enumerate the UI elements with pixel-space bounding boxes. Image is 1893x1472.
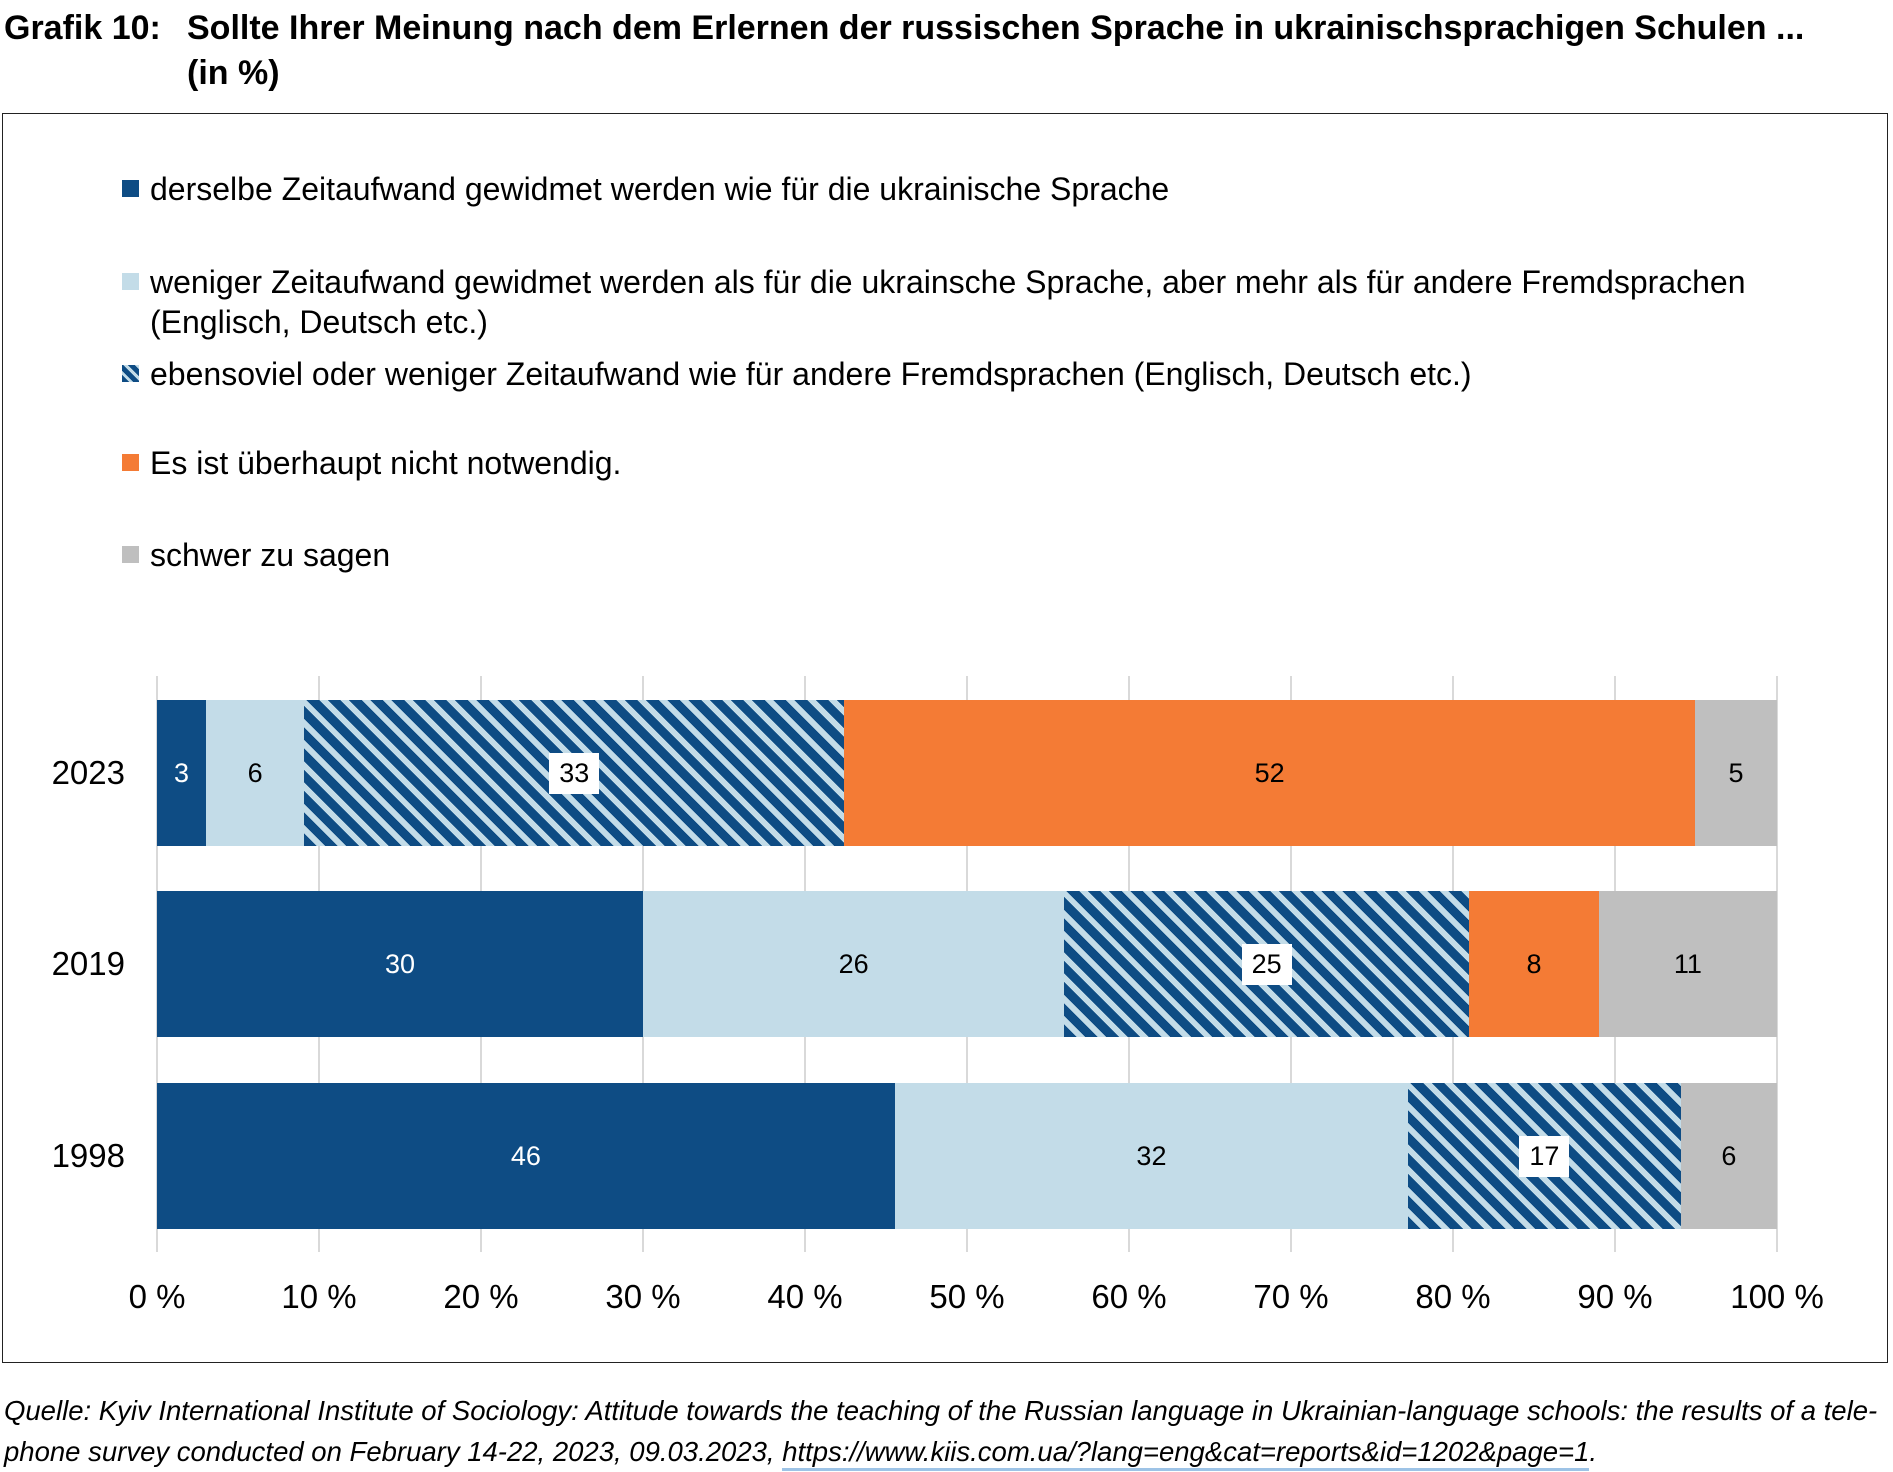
bar-segment: 11: [1598, 891, 1777, 1037]
bar-value-label: 26: [838, 948, 869, 979]
x-tick-label: 50 %: [929, 1278, 1005, 1315]
x-tick-label: 100 %: [1730, 1278, 1824, 1315]
bar-value-label: 3: [174, 757, 190, 788]
bar-value-label: 30: [384, 948, 416, 979]
bar-value-label: 32: [1136, 1140, 1167, 1171]
legend-swatch-solid: [122, 454, 139, 471]
bar-segment: 46: [157, 1083, 895, 1229]
gridline: [1776, 676, 1778, 1252]
bar-value-label: 5: [1728, 757, 1744, 788]
bar-segment: 5: [1695, 700, 1777, 846]
bar-value-label: 25: [1241, 943, 1292, 985]
source-period: .: [1589, 1436, 1598, 1467]
x-tick-label: 0 %: [128, 1278, 186, 1315]
figure-title-line1: Sollte Ihrer Meinung nach dem Erlernen d…: [187, 9, 1805, 47]
bar-segment: 52: [844, 700, 1696, 846]
bar-value-label: 33: [549, 752, 600, 794]
legend-label: schwer zu sagen: [150, 537, 391, 573]
bar-segment: 17: [1408, 1083, 1681, 1229]
x-tick-label: 20 %: [443, 1278, 519, 1315]
category-label: 2019: [51, 945, 125, 982]
figure-title-line2: (in %): [187, 54, 280, 92]
source-text-line1: Quelle: Kyiv International Institute of …: [4, 1395, 1878, 1426]
x-tick-label: 70 %: [1253, 1278, 1329, 1315]
bar-row: 3 6 33 52 5: [157, 700, 1777, 846]
source-citation: Quelle: Kyiv International Institute of …: [4, 1390, 1890, 1472]
bar-value-label: 6: [247, 757, 263, 788]
bar-row: 30 26 25 8 11: [157, 891, 1777, 1037]
legend-item: ebensoviel oder weniger Zeitaufwand wie …: [122, 354, 1812, 394]
x-tick-label: 90 %: [1577, 1278, 1653, 1315]
bar-segment: 3: [157, 700, 207, 846]
legend-item: Es ist überhaupt nicht notwendig.: [122, 443, 1812, 483]
bar-segment: 25: [1064, 891, 1470, 1037]
legend-label: ebensoviel oder weniger Zeitaufwand wie …: [150, 356, 1472, 392]
bar-value-label: 52: [1254, 757, 1285, 788]
source-link[interactable]: https://www.kiis.com.ua/?lang=eng&cat=re…: [782, 1436, 1590, 1471]
category-label: 2023: [51, 754, 125, 791]
bar-value-label: 6: [1721, 1140, 1737, 1171]
category-label: 1998: [51, 1137, 125, 1174]
legend-swatch-solid: [122, 546, 139, 563]
bar-value-label: 17: [1519, 1135, 1570, 1177]
source-text-line2: phone survey conducted on February 14-22…: [4, 1436, 783, 1467]
bar-value-label: 46: [510, 1140, 541, 1171]
x-tick-label: 10 %: [281, 1278, 357, 1315]
legend-swatch-solid: [122, 180, 139, 197]
bar-segment: 26: [643, 891, 1065, 1037]
bar-segment: 30: [157, 891, 643, 1037]
bar-value-label: 11: [1673, 948, 1702, 979]
figure-title-text: Sollte Ihrer Meinung nach dem Erlernen d…: [187, 6, 1804, 96]
x-tick-label: 60 %: [1091, 1278, 1167, 1315]
bar-segment: 8: [1469, 891, 1599, 1037]
x-tick-label: 80 %: [1415, 1278, 1491, 1315]
legend-label: weniger Zeitaufwand gewidmet werden als …: [150, 264, 1746, 340]
bar-segment: 6: [1680, 1083, 1777, 1229]
bar-value-label: 8: [1526, 948, 1542, 979]
x-tick-label: 30 %: [605, 1278, 681, 1315]
legend-item: derselbe Zeitaufwand gewidmet werden wie…: [122, 169, 1812, 209]
legend-swatch-solid: [122, 273, 139, 290]
legend-item: weniger Zeitaufwand gewidmet werden als …: [122, 262, 1812, 342]
legend-item: schwer zu sagen: [122, 535, 1812, 575]
legend-label: derselbe Zeitaufwand gewidmet werden wie…: [150, 171, 1170, 207]
legend-swatch-hatched: [122, 365, 139, 382]
legend-label: Es ist überhaupt nicht notwendig.: [150, 445, 622, 481]
bar-segment: 33: [304, 700, 845, 846]
figure-title: Grafik 10: Sollte Ihrer Meinung nach dem…: [4, 6, 1804, 96]
bar-row: 46 32 17 6: [157, 1083, 1777, 1229]
figure-number: Grafik 10:: [4, 9, 161, 47]
x-tick-label: 40 %: [767, 1278, 843, 1315]
bar-segment: 6: [206, 700, 305, 846]
bar-segment: 32: [894, 1083, 1409, 1229]
